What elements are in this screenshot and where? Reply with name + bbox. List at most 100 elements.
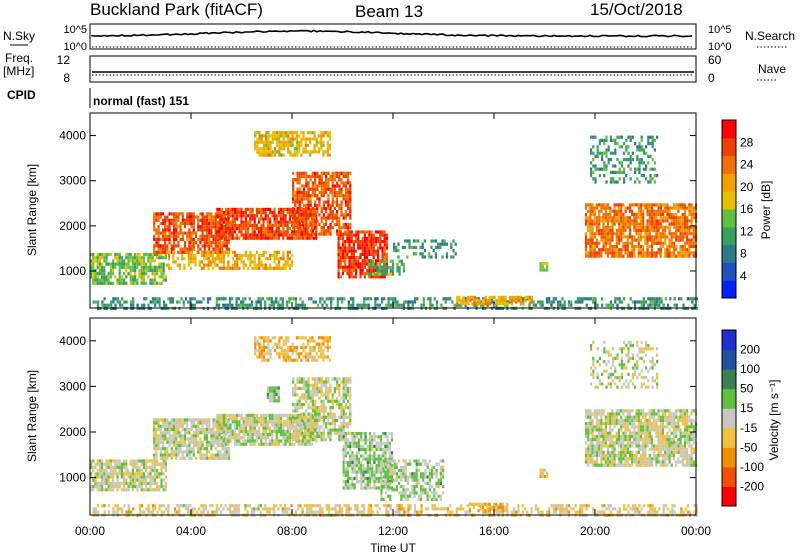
heatmap-cell (101, 488, 104, 492)
heatmap-cell (493, 295, 496, 299)
heatmap-cell (300, 184, 303, 188)
heatmap-cell (357, 259, 360, 263)
heatmap-cell (288, 300, 291, 304)
heatmap-cell (378, 303, 381, 307)
heatmap-cell (372, 246, 375, 250)
heatmap-cell (622, 241, 625, 245)
heatmap-cell (338, 219, 341, 223)
colorbar-segment (722, 173, 736, 192)
heatmap-cell (601, 158, 604, 162)
heatmap-cell (109, 469, 112, 473)
heatmap-cell (397, 255, 400, 259)
heatmap-cell (151, 462, 154, 466)
heatmap-cell (225, 220, 228, 224)
heatmap-cell (357, 230, 360, 234)
heatmap-cell (205, 450, 209, 454)
heatmap-cell (349, 197, 352, 201)
heatmap-cell (260, 253, 263, 258)
heatmap-cell (521, 510, 524, 514)
heatmap-cell (96, 262, 99, 266)
heatmap-cell (288, 214, 291, 218)
heatmap-cell (262, 153, 266, 157)
heatmap-cell (260, 260, 263, 264)
heatmap-cell (298, 190, 301, 195)
heatmap-cell (96, 252, 99, 257)
heatmap-cell (649, 177, 652, 181)
heatmap-cell (363, 236, 366, 240)
heatmap-cell (331, 216, 334, 220)
heatmap-cell (242, 214, 245, 218)
heatmap-cell (311, 150, 314, 154)
heatmap-cell (256, 147, 259, 151)
heatmap-cell (629, 167, 632, 171)
heatmap-cell (167, 257, 171, 261)
heatmap-cell (98, 272, 101, 276)
heatmap-cell (151, 459, 154, 463)
heatmap-cell (287, 134, 290, 138)
heatmap-cell (92, 281, 95, 285)
heatmap-cell (412, 245, 415, 249)
heatmap-cell (143, 303, 146, 307)
heatmap-cell (269, 263, 272, 267)
heatmap-cell (385, 233, 388, 237)
heatmap-cell (164, 247, 167, 251)
heatmap-cell (214, 431, 217, 435)
heatmap-cell (315, 233, 318, 237)
heatmap-cell (515, 510, 518, 514)
heatmap-cell (342, 222, 345, 227)
heatmap-cell (307, 200, 310, 204)
heatmap-cell (188, 212, 191, 216)
heatmap-cell (320, 232, 323, 236)
heatmap-cell (155, 447, 158, 451)
heatmap-cell (683, 232, 687, 236)
heatmap-cell (222, 297, 225, 301)
heatmap-cell (98, 459, 101, 463)
heatmap-cell (244, 263, 248, 267)
heatmap-cell (305, 222, 308, 227)
heatmap-cell (251, 227, 254, 231)
heatmap-cell (376, 303, 379, 307)
heatmap-cell (251, 236, 254, 240)
heatmap-cell (192, 440, 195, 444)
heatmap-cell (205, 418, 209, 422)
heatmap-cell (590, 170, 593, 174)
heatmap-cell (114, 256, 117, 260)
heatmap-cell (269, 140, 272, 144)
heatmap-cell (255, 236, 258, 240)
heatmap-cell (308, 507, 311, 511)
heatmap-cell (193, 297, 196, 301)
heatmap-cell (192, 253, 195, 258)
heatmap-cell (233, 236, 236, 240)
heatmap-cell (391, 266, 395, 270)
heatmap-cell (191, 303, 194, 307)
heatmap-cell (203, 234, 206, 238)
heatmap-cell (118, 481, 121, 485)
heatmap-cell (151, 488, 154, 492)
heatmap-cell (677, 206, 680, 210)
heatmap-cell (647, 154, 650, 158)
heatmap-cell (344, 197, 347, 201)
heatmap-cell (101, 504, 104, 508)
heatmap-cell (231, 297, 234, 301)
heatmap-cell (238, 223, 241, 227)
heatmap-cell (131, 478, 134, 482)
heatmap-cell (378, 272, 381, 276)
heatmap-cell (613, 244, 616, 249)
heatmap-cell (208, 218, 211, 222)
heatmap-cell (615, 203, 618, 207)
heatmap-cell (282, 250, 285, 254)
heatmap-cell (475, 299, 479, 303)
heatmap-cell (188, 440, 191, 444)
heatmap-cell (346, 252, 349, 256)
heatmap-cell (267, 143, 270, 148)
heatmap-cell (142, 478, 145, 482)
heatmap-cell (298, 200, 301, 204)
heatmap-cell (98, 252, 101, 257)
heatmap-cell (170, 434, 173, 438)
heatmap-cell (352, 246, 355, 250)
heatmap-cell (178, 300, 181, 304)
heatmap-cell (186, 431, 189, 435)
heatmap-cell (158, 485, 161, 489)
heatmap-cell (112, 281, 115, 285)
heatmap-cell (199, 431, 202, 435)
